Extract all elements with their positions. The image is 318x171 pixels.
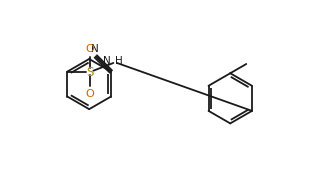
Text: O: O (85, 89, 94, 99)
Text: N: N (103, 56, 111, 66)
Text: O: O (85, 44, 94, 54)
Text: S: S (86, 66, 93, 79)
Text: H: H (115, 56, 122, 66)
Text: N: N (91, 44, 99, 54)
